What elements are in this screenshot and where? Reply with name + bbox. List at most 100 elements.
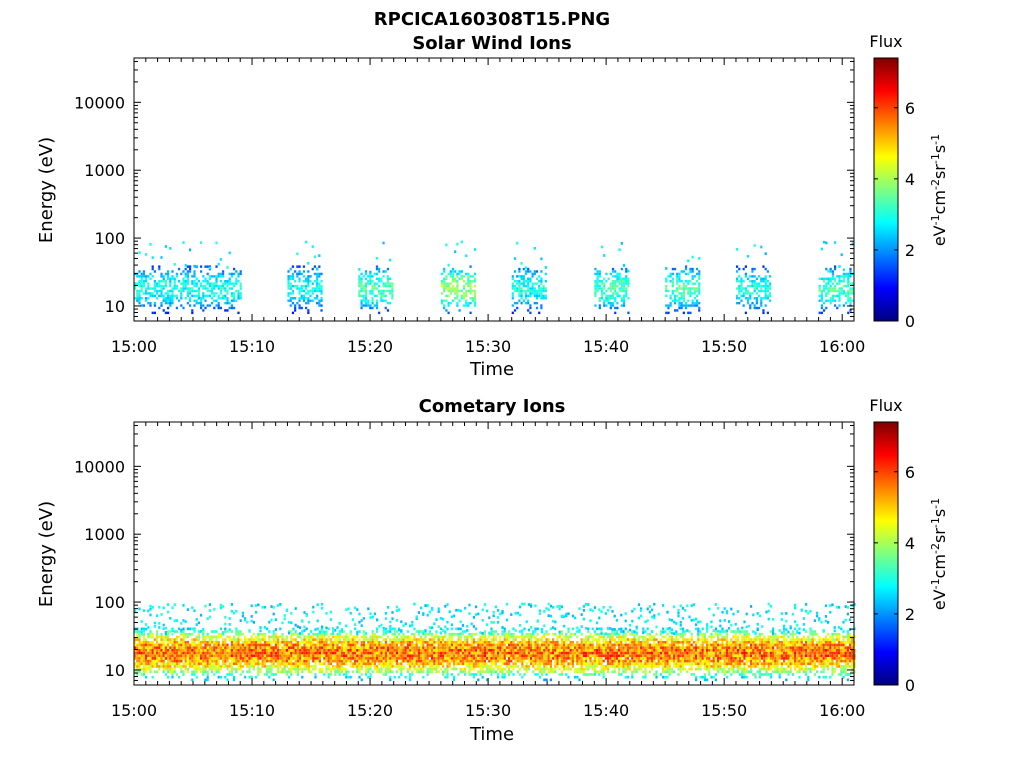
spectrogram-cell bbox=[616, 284, 619, 288]
spectrogram-cell bbox=[347, 670, 350, 674]
spectrogram-cell bbox=[296, 651, 299, 655]
spectrogram-cell bbox=[479, 638, 482, 641]
spectrogram-cell bbox=[136, 282, 139, 285]
spectrogram-cell bbox=[167, 630, 170, 633]
spectrogram-cell bbox=[749, 280, 752, 283]
spectrogram-cell bbox=[349, 640, 352, 644]
spectrogram-cell bbox=[219, 289, 222, 293]
spectrogram-cell bbox=[167, 643, 170, 647]
spectrogram-cell bbox=[233, 635, 236, 639]
spectrogram-cell bbox=[435, 648, 438, 652]
spectrogram-cell bbox=[189, 646, 192, 649]
spectrogram-cell bbox=[457, 662, 460, 666]
spectrogram-cell bbox=[833, 277, 837, 281]
spectrogram-cell bbox=[318, 640, 321, 644]
spectrogram-cell bbox=[545, 657, 548, 660]
panel-title: Solar Wind Ions bbox=[412, 33, 571, 54]
spectrogram-cell bbox=[563, 665, 566, 668]
spectrogram-cell bbox=[415, 659, 418, 663]
spectrogram-speckle bbox=[272, 606, 275, 609]
spectrogram-cell bbox=[466, 665, 469, 668]
spectrogram-cell bbox=[424, 659, 427, 663]
spectrogram-cell bbox=[244, 659, 247, 663]
spectrogram-cell bbox=[552, 667, 555, 671]
spectrogram-cell bbox=[439, 667, 442, 671]
spectrogram-speckle bbox=[167, 610, 170, 614]
spectrogram-cell bbox=[213, 306, 216, 310]
spectrogram-cell bbox=[492, 659, 495, 663]
spectrogram-cell bbox=[206, 643, 209, 647]
spectrogram-cell bbox=[228, 301, 231, 305]
spectrogram-cell bbox=[825, 306, 828, 310]
spectrogram-cell bbox=[296, 659, 299, 663]
spectrogram-cell bbox=[682, 297, 685, 300]
spectrogram-cell bbox=[360, 646, 363, 649]
spectrogram-cell bbox=[283, 662, 286, 666]
spectrogram-cell bbox=[411, 659, 414, 663]
spectrogram-cell bbox=[443, 299, 446, 302]
spectrogram-cell bbox=[375, 299, 379, 302]
spectrogram-cell bbox=[250, 640, 253, 644]
spectrogram-speckle bbox=[162, 627, 165, 631]
spectrogram-cell bbox=[215, 275, 218, 278]
spectrogram-cell bbox=[200, 657, 203, 660]
spectrogram-cell bbox=[838, 277, 841, 281]
spectrogram-speckle bbox=[153, 624, 156, 628]
spectrogram-cell bbox=[173, 280, 176, 283]
spectrogram-speckle bbox=[202, 628, 205, 631]
spectrogram-cell bbox=[340, 648, 343, 652]
spectrogram-cell bbox=[219, 657, 222, 660]
spectrogram-cell bbox=[844, 272, 848, 276]
spectrogram-cell bbox=[376, 630, 379, 633]
spectrogram-cell bbox=[316, 646, 319, 649]
spectrogram-cell bbox=[411, 632, 414, 636]
spectrogram-cell bbox=[307, 284, 310, 288]
spectrogram-cell bbox=[428, 651, 431, 655]
spectrogram-cell bbox=[136, 299, 139, 302]
spectrogram-cell bbox=[437, 659, 440, 663]
spectrogram-cell bbox=[753, 287, 756, 290]
spectrogram-cell bbox=[387, 665, 390, 668]
spectrogram-cell bbox=[820, 294, 823, 298]
spectrogram-speckle bbox=[384, 611, 387, 615]
spectrogram-cell bbox=[534, 657, 537, 660]
spectrogram-cell bbox=[847, 272, 850, 276]
spectrogram-speckle bbox=[345, 608, 348, 611]
spectrogram-cell bbox=[169, 299, 172, 302]
spectrogram-cell bbox=[574, 675, 577, 679]
spectrogram-cell bbox=[488, 670, 491, 674]
spectrogram-cell bbox=[538, 662, 541, 666]
spectrogram-cell bbox=[437, 635, 440, 639]
spectrogram-speckle bbox=[490, 632, 493, 636]
spectrogram-cell bbox=[840, 287, 843, 290]
spectrogram-cell bbox=[549, 648, 552, 652]
spectrogram-cell bbox=[316, 284, 319, 288]
spectrogram-cell bbox=[208, 667, 211, 671]
spectrogram-cell bbox=[451, 284, 455, 288]
spectrogram-cell bbox=[178, 651, 181, 655]
spectrogram-speckle bbox=[241, 614, 244, 618]
spectrogram-cell bbox=[676, 282, 679, 285]
spectrogram-cell bbox=[448, 665, 451, 668]
spectrogram-cell bbox=[195, 301, 198, 305]
spectrogram-cell bbox=[618, 282, 621, 285]
spectrogram-cell bbox=[345, 670, 348, 674]
spectrogram-cell bbox=[147, 292, 150, 295]
spectrogram-cell bbox=[360, 299, 363, 302]
spectrogram-cell bbox=[455, 659, 458, 663]
spectrogram-cell bbox=[479, 670, 482, 674]
spectrogram-cell bbox=[678, 301, 681, 305]
spectrogram-cell bbox=[153, 665, 156, 668]
spectrogram-cell bbox=[510, 632, 513, 636]
spectrogram-cell bbox=[844, 275, 848, 278]
spectrogram-cell bbox=[204, 635, 207, 639]
spectrogram-cell bbox=[569, 657, 572, 660]
spectrogram-cell bbox=[698, 270, 701, 273]
spectrogram-cell bbox=[406, 651, 409, 655]
spectrogram-cell bbox=[391, 638, 394, 641]
spectrogram-cell bbox=[446, 657, 449, 660]
spectrogram-cell bbox=[543, 643, 546, 647]
spectrogram-cell bbox=[521, 659, 524, 663]
spectrogram-cell bbox=[512, 654, 515, 658]
spectrogram-cell bbox=[404, 635, 407, 639]
